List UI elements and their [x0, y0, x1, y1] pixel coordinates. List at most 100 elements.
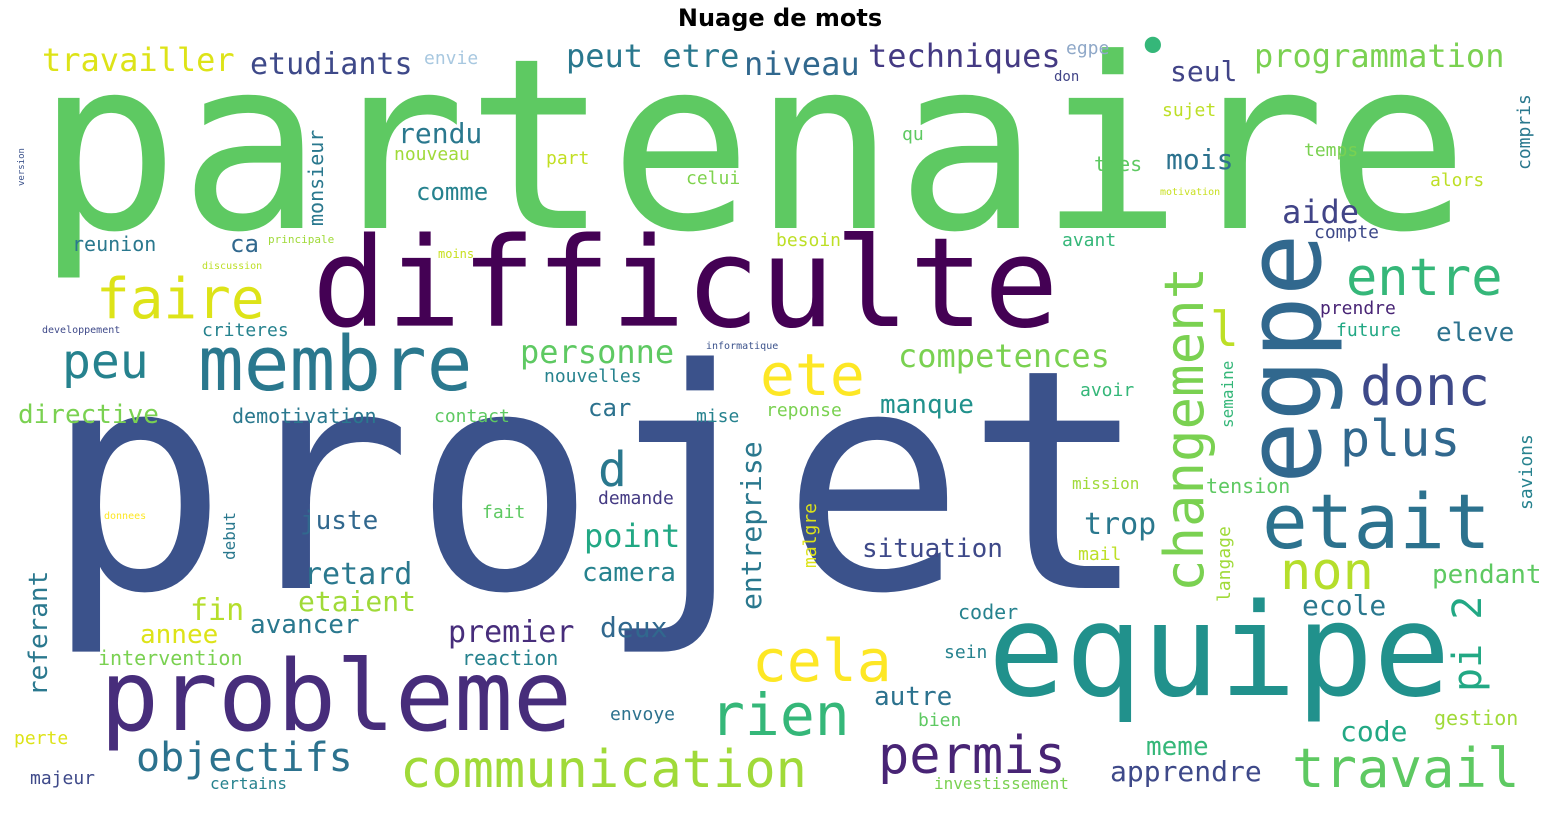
word-semaine: semaine — [1218, 360, 1237, 428]
word-nouveau: nouveau — [394, 144, 470, 165]
word-objectifs: objectifs — [136, 735, 353, 781]
word-retard: retard — [304, 557, 413, 592]
word-donnees: donnees — [104, 511, 147, 522]
word-juste: juste — [300, 506, 379, 536]
word-rien: rien — [710, 681, 850, 749]
word-etudiants: etudiants — [250, 47, 413, 82]
word-discussion: discussion — [202, 261, 263, 272]
word-reaction: reaction — [462, 646, 559, 670]
word-mail: mail — [1078, 544, 1122, 565]
word-faire: faire — [96, 267, 265, 332]
word-informatique: informatique — [706, 341, 779, 352]
word-partenaire: partenaire — [36, 8, 1469, 285]
word-egpe: egpe — [1223, 233, 1345, 484]
word-equipe: equipe — [988, 577, 1451, 726]
word-etaient: etaient — [298, 585, 417, 618]
word-perte: perte — [14, 728, 69, 749]
word-debut: debut — [220, 511, 239, 560]
word-personne: personne — [520, 333, 675, 371]
word-trop: trop — [1084, 507, 1157, 542]
word-monsieur: monsieur — [304, 129, 328, 226]
word-pendant: pendant — [1432, 560, 1542, 590]
word-membre: membre — [198, 319, 473, 408]
word-donc: donc — [1360, 355, 1491, 418]
word-don: don — [1054, 69, 1080, 85]
word-rendu: rendu — [398, 117, 483, 150]
word-demande: demande — [598, 488, 674, 509]
word-developpement: developpement — [42, 325, 121, 336]
word-directive: directive — [18, 400, 159, 430]
word-tres: tres — [1094, 152, 1143, 176]
word-autre: autre — [874, 682, 953, 712]
word-future: future — [1336, 320, 1402, 341]
word-moins: moins — [438, 247, 475, 261]
word-eleve: eleve — [1436, 318, 1515, 348]
word-peu: peu — [62, 334, 149, 390]
word-seul: seul — [1170, 55, 1238, 88]
word-referant: referant — [24, 570, 54, 696]
word-aide: aide — [1282, 193, 1360, 231]
word-travailler: travailler — [42, 41, 235, 79]
word-prendre: prendre — [1320, 298, 1396, 319]
word-version: version — [17, 148, 27, 186]
word-bien: bien — [918, 710, 962, 731]
word-principale: principale — [268, 233, 335, 246]
word-criteres: criteres — [202, 320, 289, 341]
word-ca: ca — [230, 230, 259, 258]
word-projet: projet — [44, 305, 1150, 661]
word-code: code — [1340, 715, 1408, 748]
word-ecole: ecole — [1302, 589, 1387, 622]
word-certains: certains — [210, 774, 288, 793]
word-alors: alors — [1430, 170, 1485, 191]
word-cela: cela — [752, 627, 892, 695]
word-ete: ete — [760, 341, 865, 409]
word-changement: changement — [1153, 266, 1216, 592]
word-manque: manque — [880, 390, 974, 420]
word-programmation: programmation — [1254, 37, 1505, 75]
word-communication: communication — [400, 740, 807, 800]
word-plus: plus — [1340, 410, 1461, 468]
word-demotivation: demotivation — [232, 404, 377, 428]
word-nouvelles: nouvelles — [544, 366, 642, 387]
word-competences: competences — [898, 337, 1110, 375]
word-entreprise: entreprise — [735, 441, 768, 610]
word-difficulte: difficulte — [312, 212, 1059, 356]
word-situation: situation — [862, 534, 1003, 564]
word-temps: temps — [1304, 140, 1359, 161]
word-avant: avant — [1062, 230, 1117, 251]
word-mise: mise — [696, 406, 740, 427]
word-entre: entre — [1346, 248, 1503, 308]
word-comme: comme — [416, 178, 489, 206]
word-deux: deux — [600, 611, 668, 644]
word-motivation: motivation — [1160, 187, 1221, 198]
word-contact: contact — [434, 406, 510, 427]
word-tension: tension — [1206, 474, 1291, 498]
word-avoir: avoir — [1080, 380, 1135, 401]
word-reunion: reunion — [72, 232, 157, 256]
word-compris: compris — [1514, 94, 1535, 170]
word-fait: fait — [482, 502, 526, 523]
word-sujet: sujet — [1162, 100, 1217, 121]
word-savions: savions — [1516, 434, 1537, 510]
word-bullet: • — [1136, 15, 1170, 80]
word-l: l — [1210, 302, 1239, 358]
word-gestion: gestion — [1434, 706, 1519, 730]
word-investissement: investissement — [934, 774, 1069, 793]
word-probleme: probleme — [100, 640, 573, 754]
word-compte: compte — [1314, 222, 1380, 243]
word-malgre: malgre — [800, 502, 821, 568]
word-techniques: techniques — [868, 37, 1061, 75]
word-niveau: niveau — [744, 45, 860, 83]
word-camera: camera — [582, 558, 676, 588]
word-egpe-small: egpe — [1066, 38, 1110, 59]
word-qu: qu — [902, 124, 924, 145]
word-travail: travail — [1292, 737, 1520, 800]
word-reponse: reponse — [766, 400, 842, 421]
word-langage: langage — [1214, 526, 1235, 602]
word-car: car — [588, 394, 632, 422]
word-permis: permis — [878, 726, 1066, 786]
word-envoye: envoye — [610, 704, 676, 725]
word-apprendre: apprendre — [1110, 755, 1262, 788]
word-point: point — [584, 517, 681, 555]
word-meme: meme — [1146, 732, 1209, 762]
